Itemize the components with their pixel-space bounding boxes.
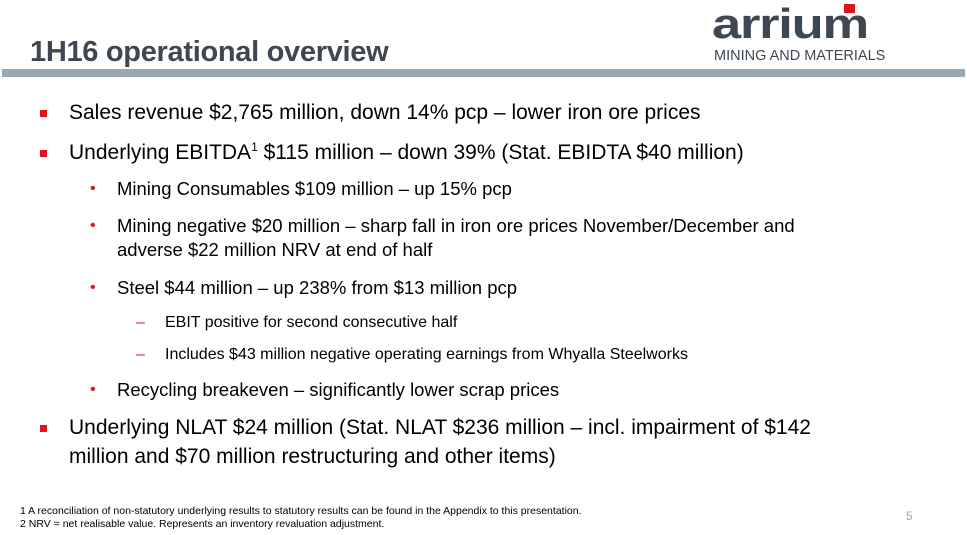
arrium-logo: arrium MINING AND MATERIALS [712,0,948,66]
title-divider [2,69,965,77]
bullet-nlat-line2: million and $70 million restructuring an… [69,445,556,468]
bullet-dot-icon: • [90,279,96,296]
bullet-mining-consumables: Mining Consumables $109 million – up 15%… [117,178,512,199]
bullet-ebitda: Underlying EBITDA1 $115 million – down 3… [69,138,744,167]
bullet-steel: Steel $44 million – up 238% from $13 mil… [117,277,518,298]
bullet-dot-icon: • [90,180,96,197]
footnote-2: 2 NRV = net realisable value. Represents… [20,518,385,530]
logo-word: arrium [712,0,869,47]
footnote-1: 1 A reconciliation of non-statutory unde… [20,505,582,517]
bullet-sales: Sales revenue $2,765 million, down 14% p… [69,101,701,124]
bullet-square-icon [40,425,47,432]
bullet-mining-line1: Mining negative $20 million – sharp fall… [117,215,795,236]
page-number: 5 [906,509,913,523]
bullet-square-icon [40,110,47,117]
ebitda-text-rest: $115 million – down 39% (Stat. EBIDTA $4… [257,141,744,164]
bullet-mining-line2: adverse $22 million NRV at end of half [117,239,433,260]
logo-tagline: MINING AND MATERIALS [714,48,886,64]
bullet-dash-icon: – [136,346,145,363]
bullet-dash-icon: – [136,314,145,331]
bullet-ebit: EBIT positive for second consecutive hal… [165,314,458,331]
bullet-square-icon [40,150,47,157]
bullet-dot-icon: • [90,217,96,234]
ebitda-text: Underlying EBITDA [69,141,252,164]
bullet-nlat-line1: Underlying NLAT $24 million (Stat. NLAT … [69,416,811,439]
footnote-ref: 1 [251,140,258,154]
slide-title: 1H16 operational overview [30,36,389,68]
bullet-dot-icon: • [90,381,96,398]
bullet-recycling: Recycling breakeven – significantly lowe… [117,379,560,400]
logo-red-square [844,4,855,13]
bullet-whyalla: Includes $43 million negative operating … [165,346,688,363]
